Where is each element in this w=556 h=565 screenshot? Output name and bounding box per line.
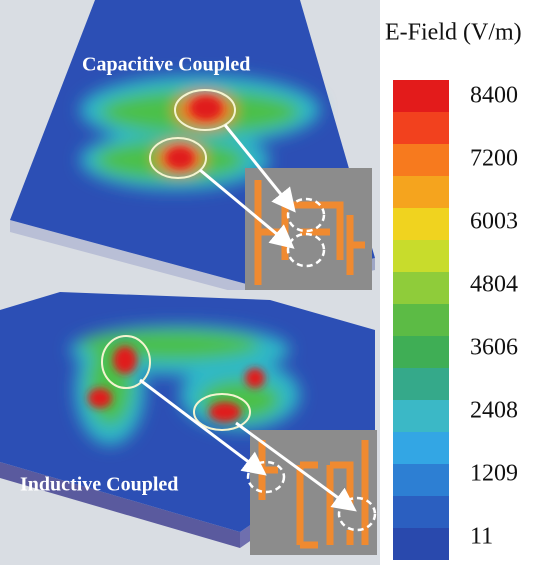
colorbar-label: 2408 <box>470 398 518 424</box>
colorbar-label: 6003 <box>470 209 518 235</box>
panel-label: Capacitive Coupled <box>82 54 250 76</box>
page: {"colorbar": {"title": "E-Field (V/m)", … <box>0 0 556 565</box>
colorbar-title: E-Field (V/m) <box>385 20 522 46</box>
colorbar-label: 4804 <box>470 272 518 298</box>
panel-label: Inductive Coupled <box>20 474 178 496</box>
colorbar-label: 8400 <box>470 83 518 109</box>
colorbar-label: 1209 <box>470 461 518 487</box>
colorbar-label: 7200 <box>470 146 518 172</box>
figure: Capacitive Coupled Induc <box>0 0 556 565</box>
colorbar-label: 11 <box>470 524 493 550</box>
top-panel: Capacitive Coupled <box>0 0 380 298</box>
bottom-panel: Inductive Coupled <box>0 290 380 565</box>
colorbar <box>393 80 449 560</box>
colorbar-labels: 8400 7200 6003 4804 3606 2408 1209 11 <box>470 83 518 550</box>
colorbar-label: 3606 <box>470 335 518 361</box>
